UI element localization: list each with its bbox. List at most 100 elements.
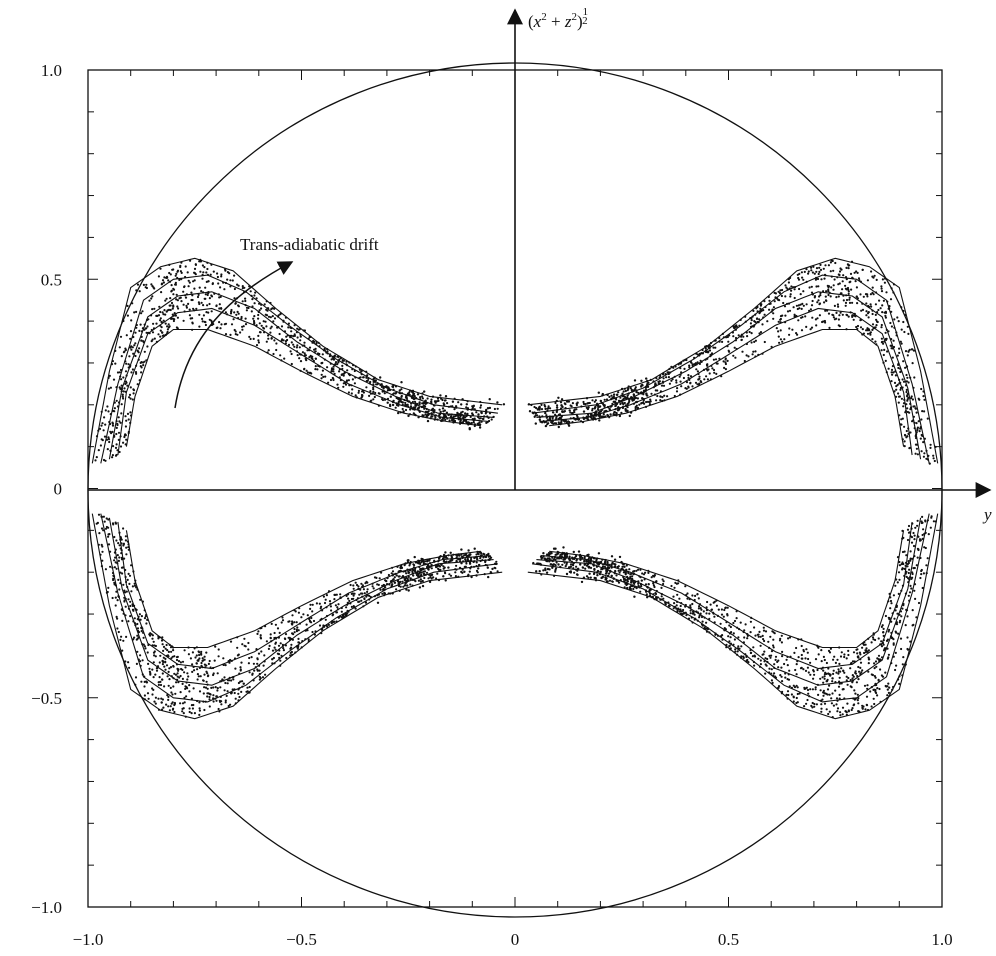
orbit-point <box>784 284 787 287</box>
orbit-point <box>629 575 632 579</box>
orbit-point <box>297 629 300 632</box>
orbit-point <box>170 702 173 705</box>
orbit-point <box>409 405 413 408</box>
orbit-point <box>224 664 227 667</box>
orbit-point <box>660 595 663 598</box>
orbit-point <box>866 279 870 282</box>
orbit-point <box>619 396 622 399</box>
orbit-point <box>849 685 852 688</box>
orbit-point <box>208 302 211 306</box>
orbit-point <box>771 681 774 685</box>
orbit-point <box>884 671 887 674</box>
orbit-point <box>116 371 120 374</box>
orbit-point <box>453 408 456 411</box>
orbit-point <box>327 623 330 627</box>
orbit-point <box>882 649 886 652</box>
orbit-point <box>555 553 558 556</box>
orbit-point <box>234 667 237 670</box>
orbit-point <box>841 688 844 691</box>
orbit-point <box>662 580 665 583</box>
orbit-point <box>324 375 327 378</box>
orbit-point <box>812 265 815 268</box>
orbit-point <box>876 687 879 690</box>
orbit-point <box>875 278 878 281</box>
orbit-point <box>270 622 273 626</box>
orbit-point <box>148 670 151 673</box>
orbit-point <box>257 339 260 342</box>
orbit-point <box>823 673 827 676</box>
orbit-point <box>749 620 753 623</box>
orbit-point <box>371 585 374 588</box>
orbit-point <box>449 551 452 554</box>
orbit-point <box>612 413 615 416</box>
orbit-point <box>130 319 133 322</box>
orbit-point <box>920 568 923 572</box>
orbit-point <box>752 350 755 353</box>
orbit-point <box>279 659 282 662</box>
orbit-point <box>828 326 831 329</box>
orbit-point <box>350 392 353 395</box>
orbit-point <box>465 562 468 565</box>
orbit-point <box>554 567 558 570</box>
orbit-point <box>444 414 447 417</box>
orbit-point <box>805 686 808 689</box>
orbit-point <box>905 554 908 557</box>
orbit-point <box>891 356 894 359</box>
orbit-point <box>381 592 384 595</box>
orbit-point <box>461 568 464 571</box>
orbit-point <box>337 386 340 389</box>
orbit-point <box>850 708 853 712</box>
orbit-point <box>917 397 920 400</box>
orbit-curve <box>100 513 498 703</box>
orbit-point <box>558 557 561 560</box>
orbit-point <box>682 608 685 612</box>
orbit-point <box>885 338 888 341</box>
orbit-point <box>888 628 891 632</box>
orbit-point <box>900 418 903 421</box>
orbit-point <box>255 344 259 347</box>
orbit-point <box>831 692 834 695</box>
orbit-point <box>662 582 665 586</box>
orbit-point <box>889 321 892 325</box>
orbit-point <box>772 312 775 315</box>
orbit-point <box>916 427 919 431</box>
orbit-point <box>198 709 201 712</box>
orbit-point <box>154 673 157 676</box>
orbit-point <box>168 667 171 670</box>
orbit-point <box>911 420 914 423</box>
orbit-point <box>183 701 186 704</box>
orbit-point <box>906 528 910 531</box>
orbit-point <box>476 552 480 555</box>
orbit-point <box>874 676 877 679</box>
orbit-point <box>236 283 239 286</box>
orbit-point <box>902 656 905 659</box>
orbit-point <box>304 357 307 360</box>
orbit-point <box>626 402 629 406</box>
orbit-point <box>905 429 908 433</box>
orbit-point <box>112 523 115 526</box>
orbit-point <box>569 570 573 573</box>
orbit-point <box>807 692 810 695</box>
orbit-point <box>767 640 770 643</box>
orbit-point <box>312 619 316 623</box>
orbit-point <box>910 397 913 400</box>
orbit-point <box>713 615 716 618</box>
orbit-point <box>202 692 205 695</box>
orbit-point <box>107 543 111 546</box>
orbit-point <box>332 357 335 360</box>
orbit-point <box>777 320 780 323</box>
orbit-point <box>880 290 884 293</box>
orbit-point <box>419 562 422 566</box>
orbit-point <box>832 288 835 291</box>
orbit-point <box>125 590 128 593</box>
orbit-point <box>910 577 913 581</box>
orbit-point <box>271 658 274 661</box>
orbit-point <box>792 700 795 703</box>
orbit-point <box>788 685 791 688</box>
orbit-point <box>176 316 179 319</box>
orbit-point <box>886 694 889 697</box>
orbit-point <box>880 326 883 329</box>
orbit-point <box>696 593 699 596</box>
orbit-point <box>130 590 133 593</box>
orbit-point <box>917 420 920 423</box>
